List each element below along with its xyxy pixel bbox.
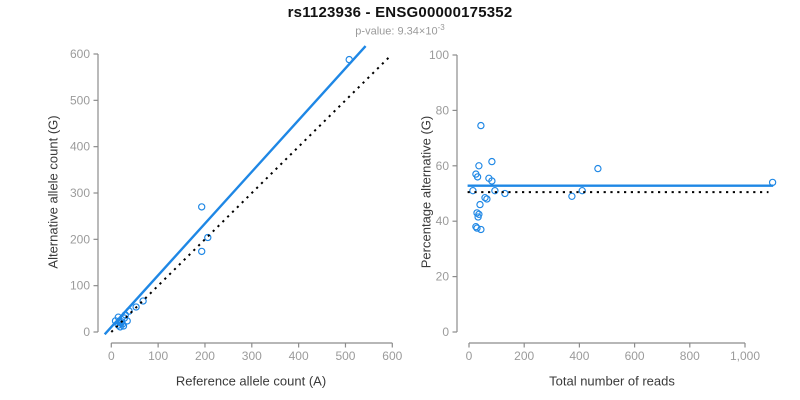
identity-line: [110, 55, 391, 333]
data-point: [473, 173, 482, 181]
plot-percentage-alt: 0 200 400 600 800 1,000 0 20 40 60 80 100: [429, 48, 777, 363]
y-tick-label: 500: [70, 93, 90, 107]
y-tick-label: 200: [70, 232, 90, 246]
data-point: [132, 303, 140, 311]
data-point: [474, 213, 482, 221]
y-tick-label: 600: [70, 47, 90, 61]
y-tick-label: 0: [83, 325, 90, 339]
x-tick-label: 200: [514, 349, 534, 363]
left-xaxis-label: Reference allele count (A): [175, 373, 327, 389]
right-xaxis-label: Total number of reads: [549, 373, 675, 389]
regression-line: [103, 45, 367, 336]
x-tick-label: 100: [148, 349, 168, 363]
data-point: [578, 187, 586, 195]
figure-subtitle: p-value: 9.34×10-3: [0, 23, 800, 38]
x-tick-label: 500: [335, 349, 355, 363]
data-point: [501, 189, 509, 198]
y-tick-label: 80: [436, 103, 450, 117]
plot-allele-counts: 0 100 200 300 400 500 600 0 100 200 300 400 500 600: [70, 45, 403, 363]
y-tick-label: 0: [442, 325, 449, 339]
x-tick-label: 600: [625, 349, 645, 363]
x-tick-label: 0: [466, 349, 473, 363]
x-tick-label: 300: [242, 349, 262, 363]
data-point: [204, 233, 212, 242]
data-point: [491, 187, 499, 195]
y-tick-label: 100: [70, 279, 90, 293]
figure-title: rs1123936 - ENSG00000175352: [287, 4, 513, 21]
y-tick-label: 20: [436, 270, 450, 284]
data-point: [139, 297, 147, 305]
data-point: [488, 177, 496, 185]
data-point: [477, 121, 485, 130]
data-point: [594, 164, 602, 173]
right-yaxis-label: Percentage alternative (G): [418, 115, 434, 269]
pvalue-base: 9.34×10: [397, 25, 438, 38]
pvalue-exponent: -3: [437, 23, 445, 32]
data-point: [481, 194, 489, 202]
pvalue-label: p-value:: [355, 25, 395, 38]
data-point: [475, 162, 483, 170]
data-point: [568, 192, 576, 200]
y-tick-label: 100: [429, 48, 449, 62]
data-point: [476, 200, 484, 209]
x-tick-label: 1,000: [730, 349, 760, 363]
data-point: [473, 209, 481, 217]
x-tick-label: 400: [569, 349, 589, 363]
data-point: [477, 225, 485, 234]
x-tick-label: 0: [108, 349, 115, 363]
data-point: [469, 187, 477, 195]
data-point: [488, 157, 496, 166]
data-point: [198, 247, 206, 256]
y-tick-label: 40: [436, 214, 450, 228]
left-yaxis-label: Alternative allele count (G): [45, 115, 61, 269]
data-point: [473, 224, 481, 232]
x-tick-label: 600: [382, 349, 402, 363]
y-tick-label: 400: [70, 140, 90, 154]
data-point: [198, 203, 206, 211]
y-tick-label: 300: [70, 186, 90, 200]
x-tick-label: 400: [289, 349, 309, 363]
data-point: [483, 195, 491, 203]
data-point: [117, 318, 126, 326]
x-tick-label: 200: [195, 349, 215, 363]
x-tick-label: 800: [680, 349, 700, 363]
y-tick-label: 60: [436, 159, 450, 173]
